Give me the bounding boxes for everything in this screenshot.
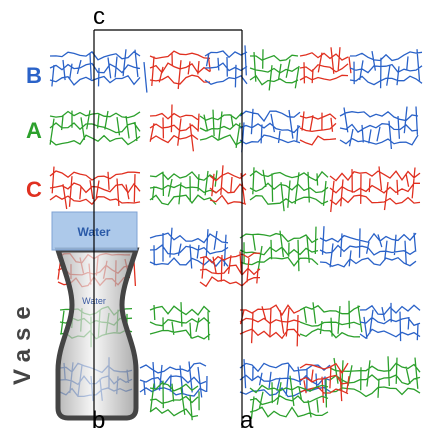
molecule [205, 45, 247, 87]
layer-label: C [26, 177, 42, 202]
molecule [250, 167, 328, 211]
molecule [140, 362, 207, 398]
molecule [50, 110, 140, 145]
layer-label: B [26, 63, 42, 88]
vase-body [58, 250, 136, 418]
axis-label: b [92, 407, 105, 428]
molecule [320, 226, 416, 267]
molecule [300, 47, 351, 83]
molecule [300, 301, 362, 338]
molecule [200, 251, 260, 286]
vase-label: Vase [9, 298, 36, 385]
axis-label: c [93, 3, 105, 30]
molecule [50, 167, 140, 209]
molecule [250, 49, 299, 90]
molecule [150, 105, 199, 152]
molecule [350, 49, 422, 88]
molecule [340, 107, 418, 150]
molecule [240, 109, 300, 153]
axis-label: a [240, 407, 254, 428]
molecule [50, 49, 147, 92]
molecule [150, 302, 210, 340]
molecule [200, 110, 242, 148]
molecule [240, 227, 318, 272]
molecule [300, 111, 336, 144]
molecule [150, 228, 228, 269]
molecule [330, 166, 420, 212]
layer-label: A [26, 118, 42, 143]
molecule [240, 305, 300, 346]
molecule [360, 303, 420, 341]
figure: Water Water c b a B A C Vase [0, 0, 432, 428]
molecule [150, 51, 210, 89]
molecule [150, 170, 217, 204]
